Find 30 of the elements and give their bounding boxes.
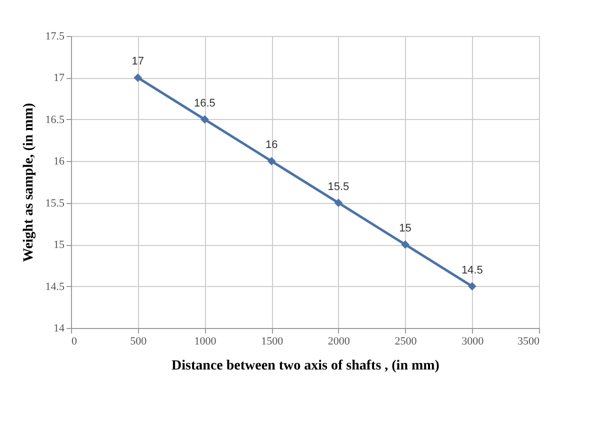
y-tick-label: 15.5 — [45, 197, 65, 210]
x-tick-label: 0 — [72, 336, 78, 348]
x-tick-label: 1000 — [194, 336, 217, 348]
point — [134, 74, 142, 82]
y-tick-label: 17 — [54, 72, 65, 84]
x-tick-label: 500 — [130, 336, 148, 348]
data-label: 15 — [399, 222, 412, 235]
x-tick-label: 3500 — [518, 336, 540, 348]
y-tick-label: 16.5 — [45, 114, 65, 126]
point — [468, 282, 476, 290]
x-tick-label: 2500 — [394, 336, 418, 348]
y-tick-label: 14.5 — [45, 280, 65, 293]
y-axis-title: Weight as sample, (in mm) — [21, 102, 36, 262]
y-tick-label: 14 — [54, 322, 65, 334]
point — [334, 198, 343, 208]
x-tick-label: 1500 — [261, 336, 284, 348]
point — [267, 156, 276, 166]
y-tick-label: 15 — [54, 239, 65, 252]
point — [200, 115, 209, 124]
data-label: 14.5 — [461, 264, 483, 276]
y-tick-label: 17.5 — [45, 30, 65, 42]
y-tick-label: 16 — [54, 156, 65, 168]
point — [401, 240, 410, 249]
x-tick-label: 3000 — [462, 336, 484, 348]
x-tick-label: 2000 — [328, 336, 350, 348]
x-axis-title: Distance between two axis of shafts , (in mm) — [172, 358, 440, 374]
data-label: 16.5 — [194, 97, 216, 110]
data-label: 16 — [265, 139, 278, 152]
data-label: 15.5 — [328, 180, 350, 193]
data-label: 17 — [132, 56, 144, 68]
